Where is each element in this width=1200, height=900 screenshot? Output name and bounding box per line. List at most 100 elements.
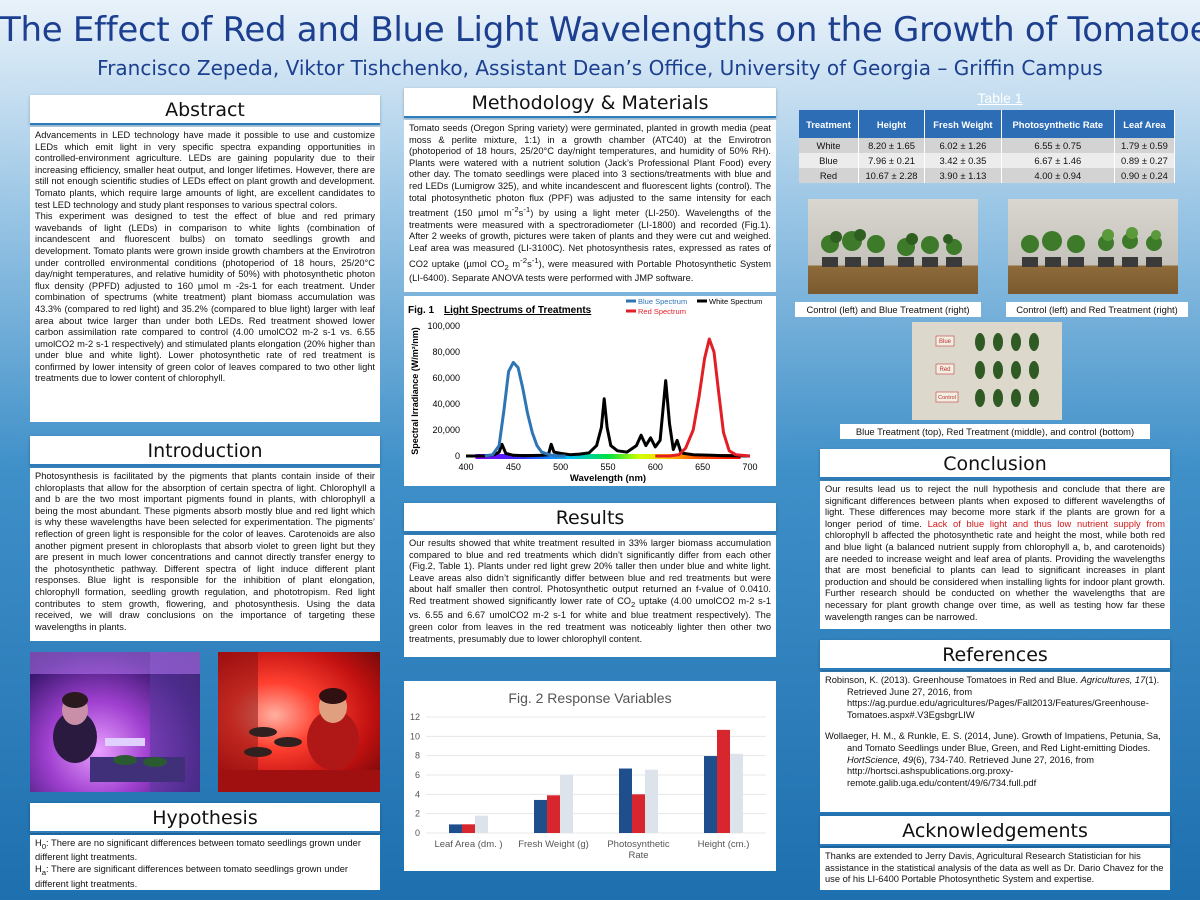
fig1-chart: Fig. 1 Light Spectrums of Treatments Blue … [408,297,762,484]
fig1-series-line [466,379,751,458]
plants-art-1 [821,229,962,267]
leaf-label-blue: Blue [939,339,952,345]
abstract-paragraph: Advancements in LED technology have made… [35,130,375,210]
table-cell: 4.00 ± 0.94 [1001,168,1115,183]
fig1-y-tick-label: 0 [455,451,460,461]
fig1-x-tick-label: 650 [695,462,710,472]
h0-text: : There are no significant differences b… [35,838,361,863]
hypothesis-heading: Hypothesis [30,803,380,833]
fig2-bar [475,815,488,833]
abstract-paragraph: This experiment was designed to test the… [35,211,375,384]
fig2-bar [632,794,645,833]
introduction-text: Photosynthesis is facilitated by the pig… [35,471,375,632]
fig2-y-tick-label: 12 [410,712,420,722]
fig2-bar [704,756,717,833]
methods-body: Tomato seeds (Oregon Spring variety) wer… [404,120,776,292]
fig2-bar [547,795,560,833]
poster-authors: Francisco Zepeda, Viktor Tishchenko, Ass… [97,56,1103,80]
fig1-series-line [484,360,566,458]
table1: Treatment Height Fresh Weight Photosynth… [799,110,1176,183]
table-header-cell: Leaf Area [1114,110,1176,138]
abstract-heading: Abstract [30,95,380,125]
table-cell: 0.89 ± 0.27 [1114,153,1176,168]
fig1-x-tick-label: 500 [553,462,568,472]
conclusion-heading: Conclusion [820,449,1170,479]
table-cell: 0.90 ± 0.24 [1114,168,1176,183]
conclusion-highlight: Lack of blue light and thus low nutrient… [927,518,1166,529]
caption-control-blue: Control (left) and Blue Treatment (right… [795,302,981,317]
fig1-y-tick-label: 20,000 [432,425,460,435]
conclusion-text: Our results lead us to reject the null h… [825,484,1166,622]
fig1-legend-label: White Spectrum [709,297,762,306]
fig2-bar [462,824,475,833]
table-cell: 3.42 ± 0.35 [924,153,1002,168]
fig2-chart: Fig. 2 Response Variables 0 2 4 6 8 10 12 Leaf A… [410,690,766,861]
photo-leaves-by-treatment: Blue Red Control [912,322,1062,420]
methods-heading: Methodology & Materials [404,88,776,118]
fig1-legend-label: Red Spectrum [638,307,686,316]
ha-subscript: a [41,867,47,877]
fig2-y-tick-label: 4 [415,789,420,799]
photo-blue-art [30,652,200,792]
conclusion-body: Our results lead us to reject the null h… [820,481,1170,629]
fig2-bar [534,799,547,833]
fig2-title: Fig. 2 Response Variables [508,690,671,706]
methods-text: Tomato seeds (Oregon Spring variety) wer… [409,123,771,284]
caption-leaves: Blue Treatment (top), Red Treatment (mid… [840,424,1150,439]
photo-control-vs-red [1008,199,1178,294]
fig1-series-line [655,337,751,458]
references-heading: References [820,640,1170,670]
table-cell: Red [799,168,859,183]
fig2-y-tick-label: 10 [410,731,420,741]
table-header-cell: Height [858,110,926,138]
results-text: Our results showed that white treatment … [409,538,771,644]
table-header-cell: Fresh Weight [924,110,1002,138]
fig1-panel: Fig. 1 Light Spectrums of Treatments Blue … [404,296,776,486]
acknowledgements-body: Thanks are extended to Jerry Davis, Agri… [820,848,1170,890]
table-cell: White [799,138,859,153]
fig1-x-tick-label: 600 [648,462,663,472]
table-cell: 7.96 ± 0.21 [858,153,926,168]
fig1-x-tick-label: 550 [600,462,615,472]
hypothesis-alternative: Ha: There are significant differences be… [35,864,375,890]
fig1-title: Light Spectrums of Treatments [444,305,592,316]
reference-item: Robinson, K. (2013). Greenhouse Tomatoes… [825,675,1160,720]
table-header-cell: Treatment [799,110,859,138]
introduction-body: Photosynthesis is facilitated by the pig… [30,468,380,641]
fig2-x-tick-label: Photosynthetic [607,839,670,850]
table-cell: Blue [799,153,859,168]
hypothesis-body: H0: There are no significant differences… [30,835,380,890]
table-cell: 1.79 ± 0.59 [1114,138,1176,153]
plants-art-2 [1021,227,1162,267]
fig2-bar [449,824,462,833]
fig1-x-tick-label: 700 [742,462,757,472]
leaf-label-control: Control [938,395,956,401]
fig1-y-tick-label: 60,000 [432,373,460,383]
table-cell: 10.67 ± 2.28 [858,168,926,183]
fig2-bar [730,753,743,833]
table-cell: 6.67 ± 1.46 [1001,153,1115,168]
caption-control-red: Control (left) and Red Treatment (right) [1006,302,1188,317]
fig2-y-tick-label: 6 [415,770,420,780]
photo-red-art [218,652,380,792]
fig2-bar [560,774,573,833]
table-row: White 8.20 ± 1.65 6.02 ± 1.26 6.55 ± 0.75 1.… [799,138,1176,153]
photo-control-vs-blue [808,199,978,294]
fig1-x-tick-label: 400 [458,462,473,472]
fig2-bar [645,769,658,833]
table-header-row: Treatment Height Fresh Weight Photosynth… [799,110,1176,138]
leaf-label-red: Red [939,367,950,373]
table-cell: 3.90 ± 1.13 [924,168,1002,183]
table1-grid: Treatment Height Fresh Weight Photosynth… [799,110,1176,183]
reference-item: Wollaeger, H. M., & Runkle, E. S. (2014,… [825,731,1161,788]
h0-subscript: 0 [41,841,47,851]
photo-student-blue-chamber [30,652,200,792]
fig2-y-tick-label: 0 [415,828,420,838]
fig2-y-tick-label: 8 [415,751,420,761]
fig1-y-tick-label: 40,000 [432,399,460,409]
abstract-body: Advancements in LED technology have made… [30,127,380,422]
acknowledgements-text: Thanks are extended to Jerry Davis, Agri… [825,851,1164,885]
fig1-title-prefix: Fig. 1 [408,305,435,316]
table1-title: Table 1 [977,90,1023,106]
fig2-bar [619,768,632,833]
